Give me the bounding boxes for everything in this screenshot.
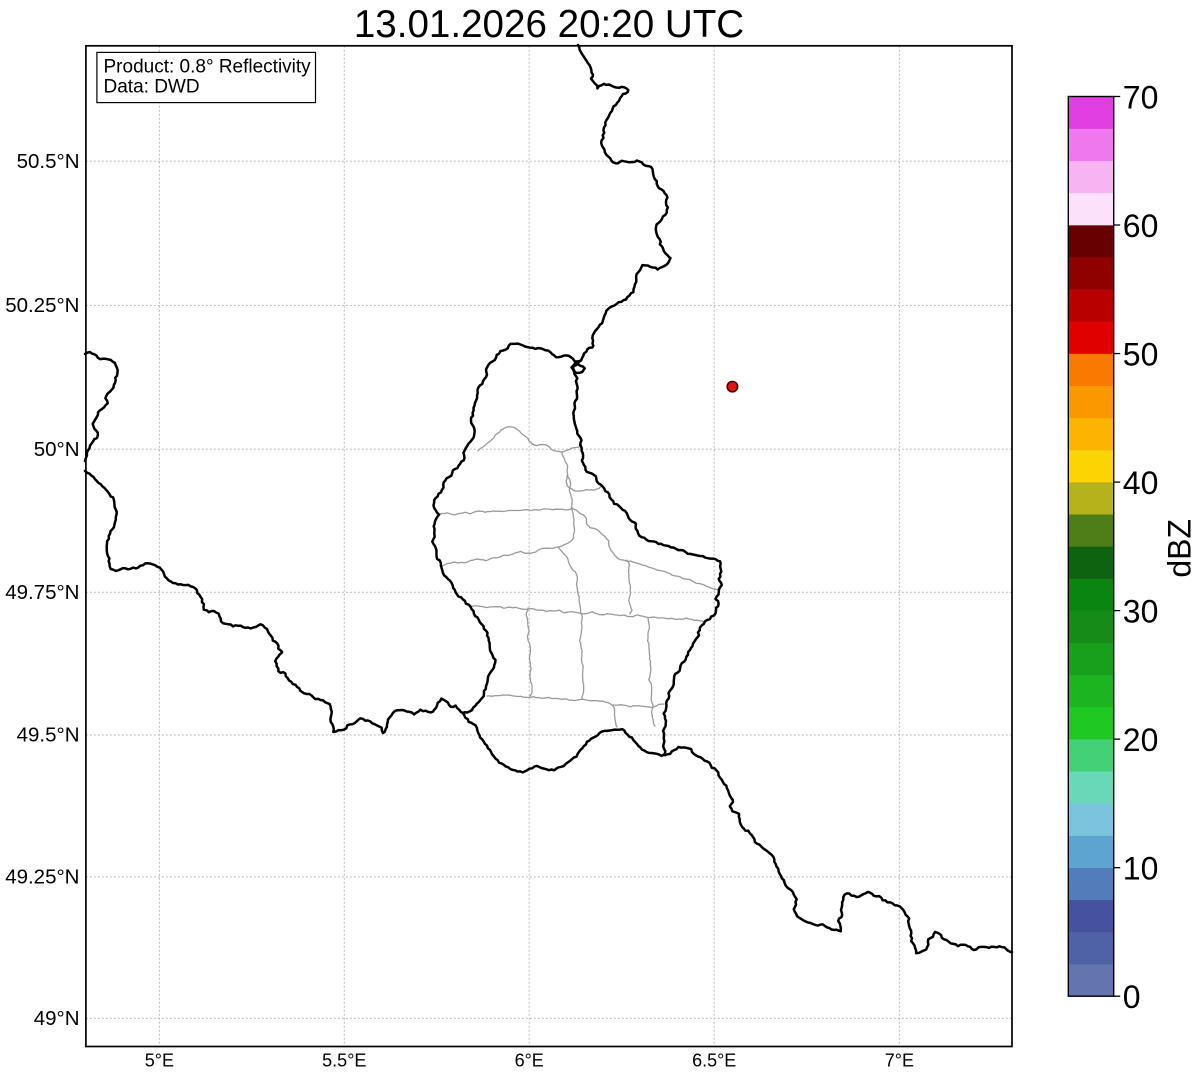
- svg-text:40: 40: [1123, 465, 1159, 501]
- svg-text:Product: 0.8° Reflectivity: Product: 0.8° Reflectivity: [104, 56, 312, 77]
- svg-text:50.5°N: 50.5°N: [17, 150, 80, 173]
- svg-text:49.75°N: 49.75°N: [5, 581, 79, 604]
- svg-text:6°E: 6°E: [515, 1051, 544, 1071]
- svg-text:49°N: 49°N: [34, 1007, 80, 1030]
- svg-text:20: 20: [1123, 722, 1159, 758]
- svg-text:50.25°N: 50.25°N: [5, 294, 79, 317]
- svg-text:5.5°E: 5.5°E: [322, 1051, 366, 1071]
- svg-text:5°E: 5°E: [145, 1051, 174, 1071]
- svg-text:70: 70: [1123, 80, 1159, 116]
- svg-text:0: 0: [1123, 979, 1141, 1015]
- svg-text:dBZ: dBZ: [1161, 519, 1197, 578]
- svg-text:50°N: 50°N: [34, 438, 80, 461]
- svg-text:49.5°N: 49.5°N: [17, 724, 80, 747]
- svg-text:7°E: 7°E: [885, 1051, 914, 1071]
- svg-text:10: 10: [1123, 851, 1159, 887]
- svg-text:60: 60: [1123, 208, 1159, 244]
- svg-text:50: 50: [1123, 337, 1159, 373]
- svg-text:30: 30: [1123, 594, 1159, 630]
- svg-text:Data: DWD: Data: DWD: [104, 77, 200, 98]
- svg-text:13.01.2026 20:20 UTC: 13.01.2026 20:20 UTC: [354, 3, 744, 46]
- svg-text:49.25°N: 49.25°N: [5, 866, 79, 889]
- svg-text:6.5°E: 6.5°E: [692, 1051, 736, 1071]
